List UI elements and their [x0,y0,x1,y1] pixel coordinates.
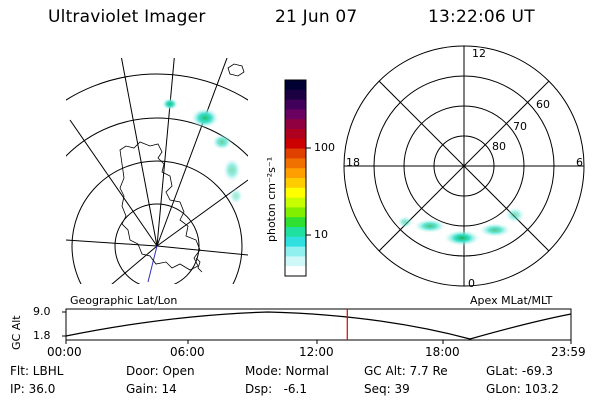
time-label: 13:22:06 UT [428,7,535,27]
colorbar-frame [284,79,307,277]
aurora-blob [479,223,511,237]
mlat-label-60: 60 [536,98,550,111]
colorbar-segment [285,129,306,140]
altitude-xtick-label: 00:00 [47,345,82,359]
mlat-label-80: 80 [492,140,506,153]
altitude-xtick-label: 06:00 [170,345,205,359]
coastline-fragment [195,257,203,273]
altitude-ylabel: GC Alt [10,315,23,350]
geographic-map [66,58,248,284]
auroral-emission-right [397,207,525,246]
door-status: Door: Open [126,364,195,378]
polar-plot [343,45,585,287]
colorbar-segment [285,119,306,130]
colorbar-segment [285,266,306,277]
colorbar-segment [285,158,306,169]
coastline [119,141,201,271]
altitude-ytick-label: 1.8 [33,329,51,342]
colorbar-segment [285,109,306,120]
colorbar-segment [285,227,306,238]
lat-circle [71,160,243,284]
colorbar-segment [285,80,306,91]
gc-alt-status: GC Alt: 7.7 Re [364,364,448,378]
colorbar-tick-label: 100 [314,141,335,154]
altitude-xtick-label: 18:00 [425,345,460,359]
colorbar-segment [285,207,306,218]
mlt-label-6: 6 [576,156,583,169]
altitude-xtick-label: 23:59 [551,345,586,359]
right-panel-caption: Apex MLat/MLT [470,294,553,307]
colorbar-segment [285,187,306,199]
ip-status: IP: 36.0 [10,382,56,396]
filter-status: Flt: LBHL [10,364,64,378]
lon-line [156,245,248,256]
lat-circle [66,73,248,101]
colorbar-segment [285,256,306,267]
glon-status: GLon: 103.2 [486,382,559,396]
lat-circle [114,203,200,284]
aurora-blob [223,158,241,182]
altitude-curve [65,311,572,340]
colorbar-segment [285,89,306,101]
aurora-blob [414,219,446,233]
aurora-blob [505,207,525,223]
left-panel-caption: Geographic Lat/Lon [70,294,178,307]
dsp-status: Dsp: -6.1 [245,382,308,396]
lon-line [69,119,158,247]
lon-line [121,58,158,247]
mlat-label-70: 70 [513,120,527,133]
colorbar-segment [285,168,306,179]
colorbar-segment [285,148,306,159]
colorbar-segment [285,246,306,257]
aurora-blob [212,134,232,150]
glat-status: GLat: -69.3 [486,364,553,378]
aurora-blob [229,188,243,204]
altitude-ytick-label: 9.0 [33,305,51,318]
lon-line [156,58,175,247]
colorbar-tick-label: 10 [314,228,328,241]
colorbar-segment [285,217,306,228]
lat-circle [66,117,248,157]
lon-line [156,58,228,247]
aurora-blob [162,98,178,110]
altitude-plot-frame [65,308,572,341]
mode-status: Mode: Normal [245,364,329,378]
colorbar-segment [285,197,306,208]
coastline-island [227,63,245,77]
gain-status: Gain: 14 [126,382,177,396]
colorbar-segment [285,178,306,189]
colorbar-segment [285,236,306,248]
colorbar-segment [285,99,306,110]
mlt-label-12: 12 [472,47,486,60]
lon-line [111,245,158,284]
mlt-label-18: 18 [346,156,360,169]
limb-line [147,245,158,283]
colorbar [285,80,306,277]
aurora-blob [397,216,413,228]
date-label: 21 Jun 07 [275,7,358,27]
auroral-emission-left [162,98,243,204]
lon-line [66,239,158,247]
colorbar-segment [285,138,306,150]
colorbar-unit-label: photon cm⁻²s⁻¹ [265,156,278,242]
aurora-blob [444,230,480,246]
altitude-plot [62,308,572,344]
mlt-label-0: 0 [468,277,475,290]
seq-status: Seq: 39 [364,382,410,396]
aurora-blob [191,108,219,128]
instrument-title: Ultraviolet Imager [48,7,206,27]
altitude-xtick-label: 12:00 [299,345,334,359]
